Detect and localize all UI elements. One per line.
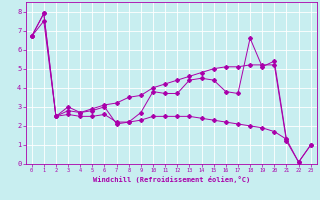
- X-axis label: Windchill (Refroidissement éolien,°C): Windchill (Refroidissement éolien,°C): [92, 176, 250, 183]
